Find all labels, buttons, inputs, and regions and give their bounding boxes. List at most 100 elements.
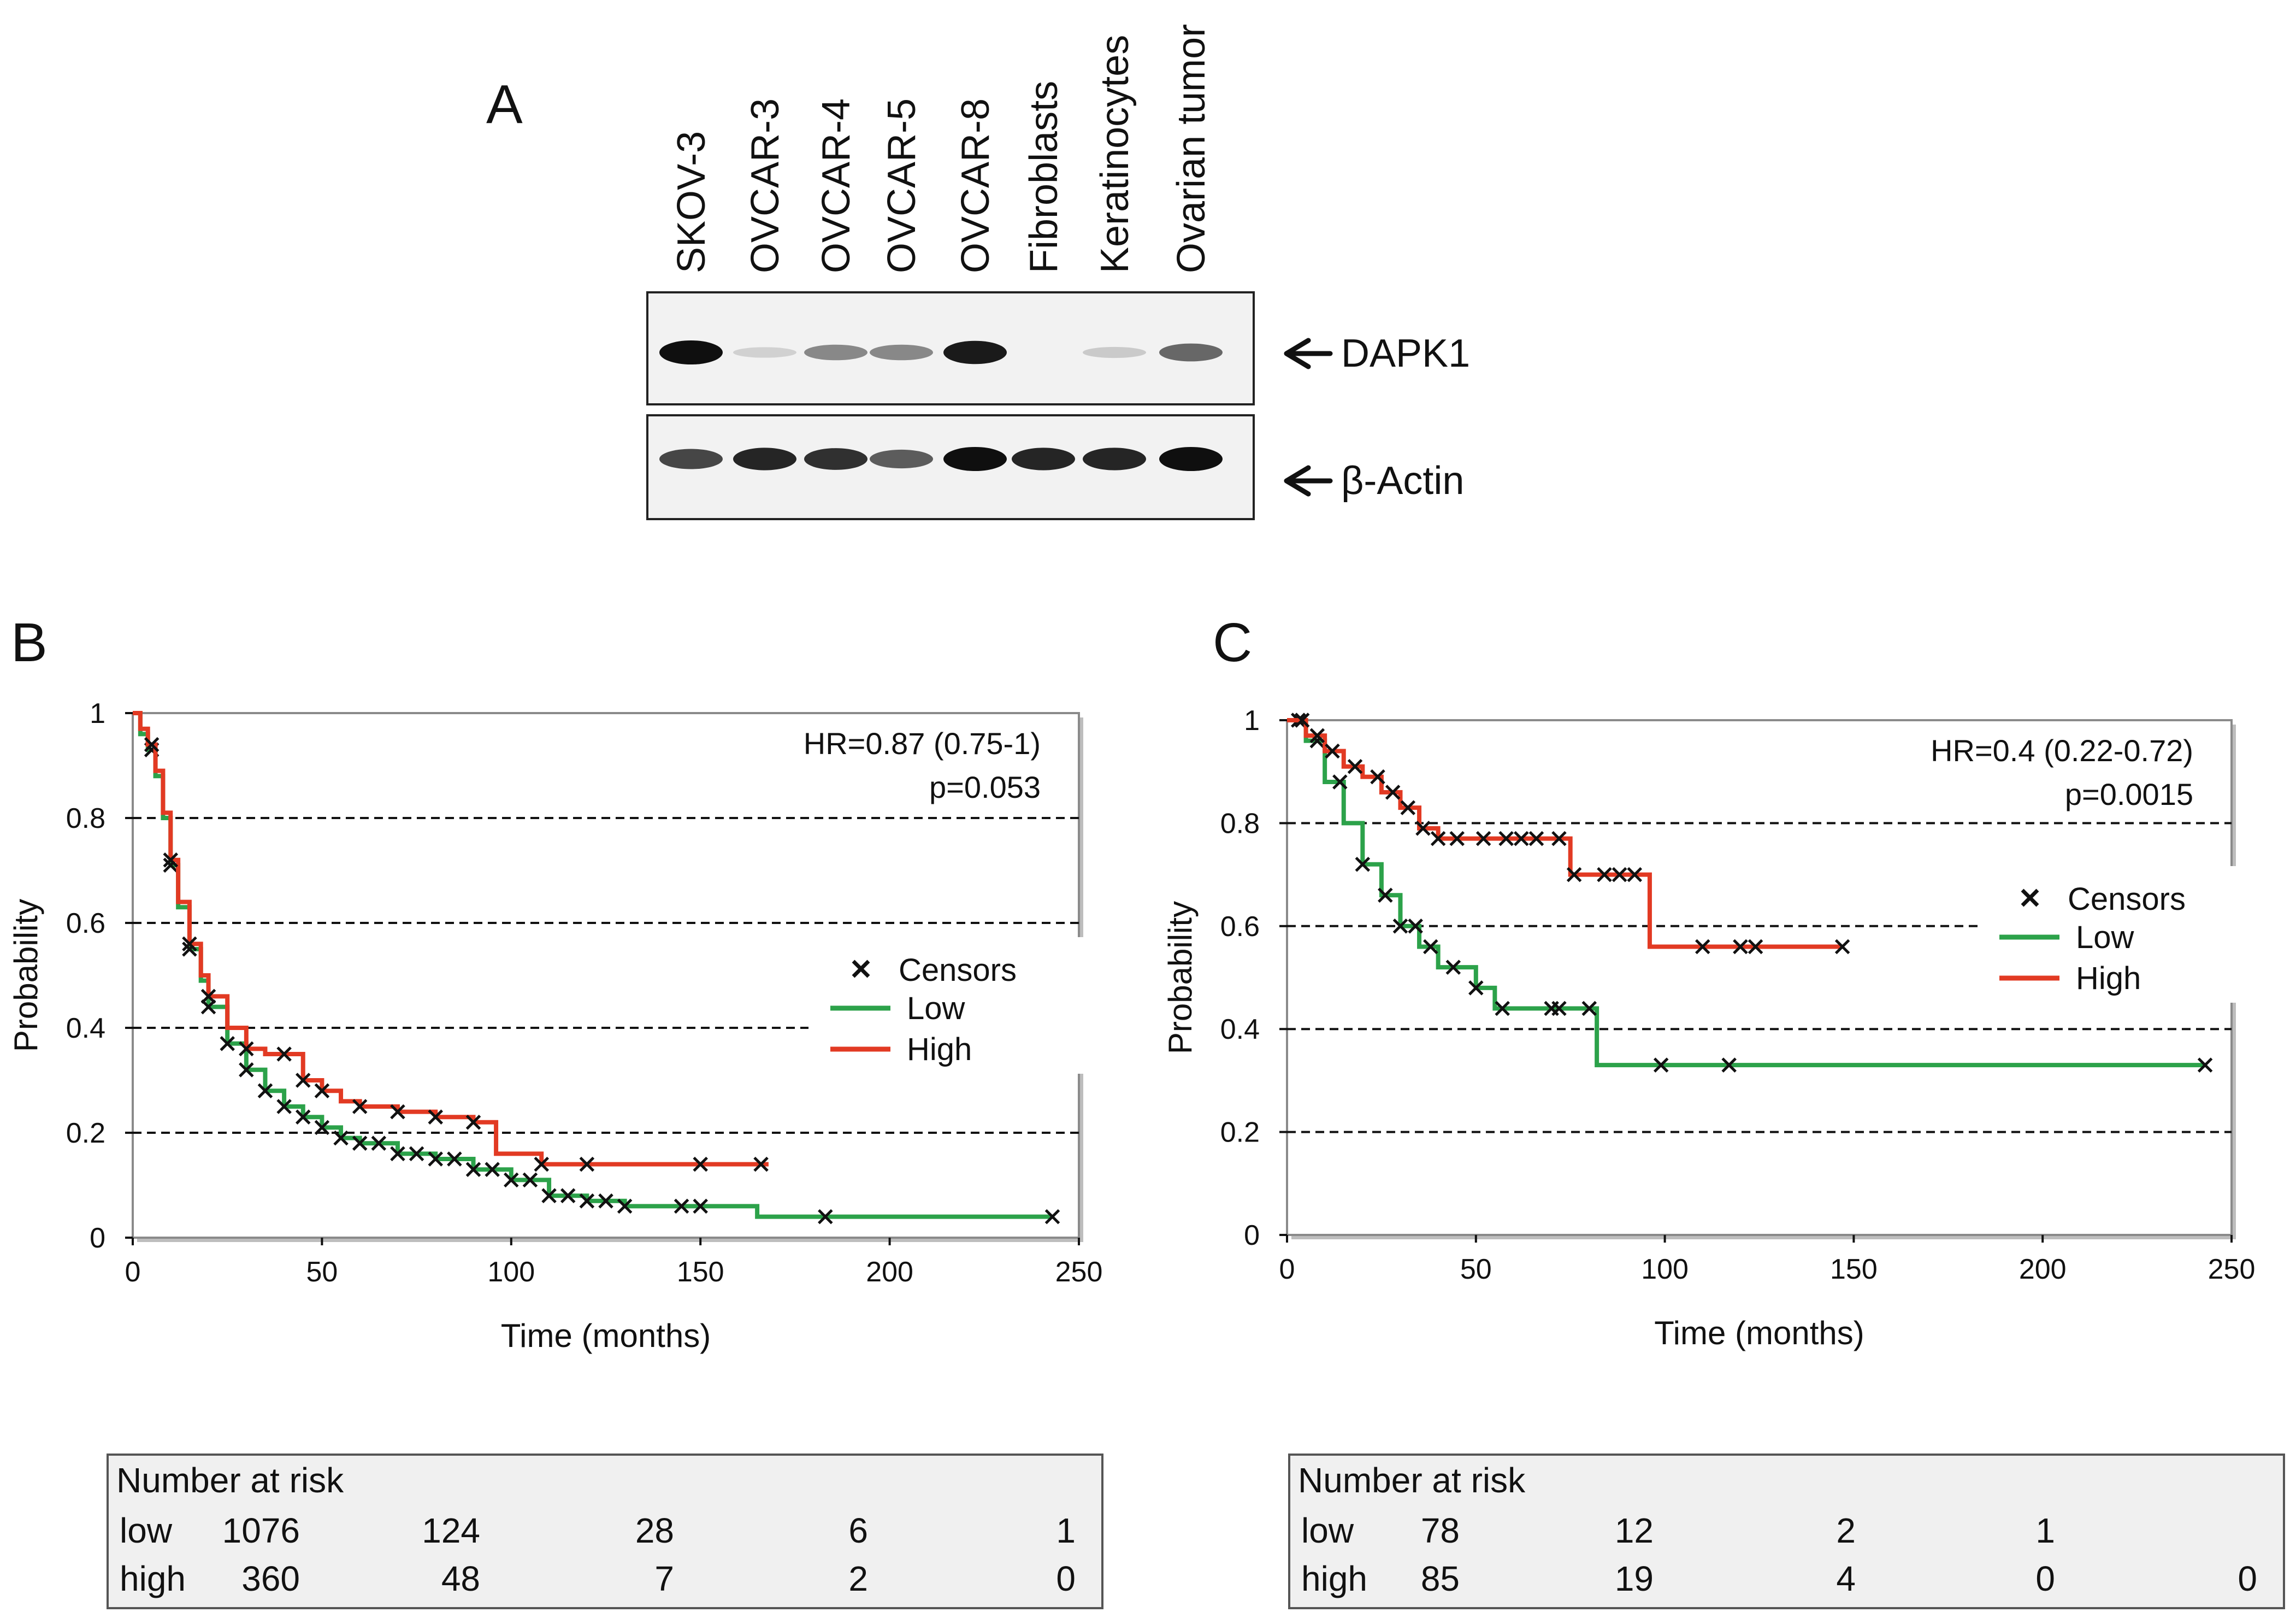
- censor-mark: [1400, 800, 1416, 815]
- censor-mark: [1415, 821, 1431, 836]
- censor-mark: [1551, 1001, 1567, 1016]
- y-tick-label: 0.8: [1220, 808, 1260, 839]
- censor-mark: [239, 1062, 254, 1078]
- risk-value: 0: [2035, 1559, 2055, 1598]
- censor-mark: [352, 1099, 368, 1114]
- blot-band: [804, 344, 867, 361]
- annotation-text: p=0.053: [929, 770, 1041, 804]
- risk-row-label-low: low: [120, 1511, 173, 1550]
- arrow-icon: [1284, 338, 1333, 369]
- survival-chart-c: 0 0.2 0.4 0.6 0.8 1 0 50 100 150 200 250 Time (month…: [1162, 705, 2262, 1351]
- censor-mark: [1309, 728, 1325, 744]
- censor-mark: [485, 1162, 500, 1177]
- censor-mark: [541, 1188, 557, 1203]
- censor-mark: [428, 1151, 444, 1167]
- censor-mark: [1498, 831, 1514, 846]
- censor-mark: [1347, 759, 1363, 774]
- y-tick-label: 0.6: [66, 908, 105, 939]
- censor-mark: [1495, 1001, 1510, 1016]
- censor-mark: [428, 1109, 444, 1125]
- annotation-text: HR=0.4 (0.22-0.72): [1931, 733, 2193, 768]
- censor-mark: [674, 1198, 689, 1214]
- blot-band: [870, 344, 933, 361]
- y-tick-label: 1: [90, 698, 105, 729]
- blot-band: [1083, 346, 1146, 358]
- censor-mark: [390, 1104, 405, 1120]
- survival-chart-b: 0 0.2 0.4 0.6 0.8 1 0 50 100 150 200 250 Time (month…: [8, 698, 1102, 1354]
- risk-value: 4: [1836, 1559, 1856, 1598]
- censor-mark: [1370, 769, 1385, 785]
- censor-mark: [504, 1172, 519, 1188]
- y-tick-label: 1: [1244, 705, 1260, 737]
- blot-band: [1159, 447, 1223, 471]
- lane-label: Ovarian tumor: [1170, 24, 1213, 273]
- risk-table-b: Number at risk low high 1076 124 28 6 1 …: [107, 1454, 1103, 1609]
- blot-band: [733, 448, 796, 470]
- censor-mark: [1627, 867, 1643, 882]
- censor-mark: [1834, 939, 1850, 955]
- risk-value: 1: [2035, 1511, 2055, 1550]
- x-axis-label: Time (months): [1654, 1315, 1864, 1351]
- censor-mark: [257, 1083, 273, 1098]
- censor-mark: [579, 1156, 595, 1172]
- censor-mark: [818, 1209, 833, 1225]
- risk-table-title: Number at risk: [1298, 1461, 1526, 1500]
- y-tick-label: 0.8: [66, 803, 105, 834]
- blot-band: [804, 448, 867, 470]
- blot-band: [943, 447, 1007, 471]
- legend-label-censors: Censors: [899, 952, 1017, 988]
- censor-mark: [1408, 919, 1423, 934]
- censor-mark: [1325, 743, 1340, 759]
- censor-mark: [2197, 1057, 2213, 1073]
- censor-mark: [314, 1120, 330, 1135]
- censor-legend-icon: [852, 960, 870, 978]
- censor-mark: [371, 1135, 387, 1151]
- blot-band: [1012, 448, 1075, 470]
- censor-mark: [1528, 831, 1544, 846]
- censor-mark: [333, 1130, 349, 1146]
- censor-mark: [1733, 939, 1748, 955]
- censor-mark: [239, 1041, 254, 1057]
- lane-label: Fibroblasts: [1022, 81, 1066, 273]
- x-tick-label: 100: [1641, 1254, 1689, 1285]
- x-axis-label: Time (months): [501, 1317, 711, 1354]
- censor-mark: [390, 1146, 405, 1162]
- censor-mark: [1748, 939, 1763, 955]
- y-tick-label: 0.2: [1220, 1117, 1260, 1149]
- y-tick-label: 0: [1244, 1220, 1260, 1251]
- x-tick-label: 50: [306, 1256, 338, 1288]
- risk-value: 1: [1056, 1511, 1076, 1550]
- censor-mark: [534, 1156, 549, 1172]
- panel-a-label: A: [486, 74, 523, 135]
- risk-value: 28: [635, 1511, 674, 1550]
- blot-band: [659, 340, 723, 364]
- blot-frame: [646, 414, 1255, 520]
- lane-labels: SKOV-3 OVCAR-3 OVCAR-4 OVCAR-5 OVCAR-8 Fibrob…: [670, 24, 1213, 273]
- censor-mark: [1695, 939, 1710, 955]
- censor-mark: [447, 1151, 462, 1167]
- censor-mark: [163, 852, 179, 868]
- censor-legend-icon: [2021, 889, 2039, 907]
- risk-value: 2: [1836, 1511, 1856, 1550]
- risk-value: 1076: [222, 1511, 300, 1550]
- risk-value: 6: [848, 1511, 868, 1550]
- censor-mark: [144, 737, 160, 752]
- censor-mark: [1392, 919, 1408, 934]
- lane-label: SKOV-3: [670, 131, 713, 273]
- censor-mark: [1378, 887, 1393, 903]
- risk-value: 48: [441, 1559, 480, 1598]
- censor-mark: [465, 1115, 481, 1130]
- risk-table-title: Number at risk: [116, 1461, 344, 1500]
- y-tick-label: 0.6: [1220, 911, 1260, 943]
- lane-label: Keratinocytes: [1093, 35, 1137, 273]
- censor-mark: [1551, 831, 1567, 846]
- y-axis-label: Probability: [8, 899, 44, 1052]
- risk-table-c: Number at risk low high 78 12 2 1 85 19 …: [1288, 1454, 2285, 1609]
- censor-mark: [579, 1193, 595, 1209]
- y-tick-label: 0.4: [1220, 1014, 1260, 1045]
- lane-label: OVCAR-5: [880, 98, 924, 273]
- censor-mark: [617, 1198, 633, 1214]
- censor-mark: [522, 1172, 538, 1188]
- censor-mark: [1332, 774, 1348, 790]
- censor-mark: [276, 1046, 292, 1062]
